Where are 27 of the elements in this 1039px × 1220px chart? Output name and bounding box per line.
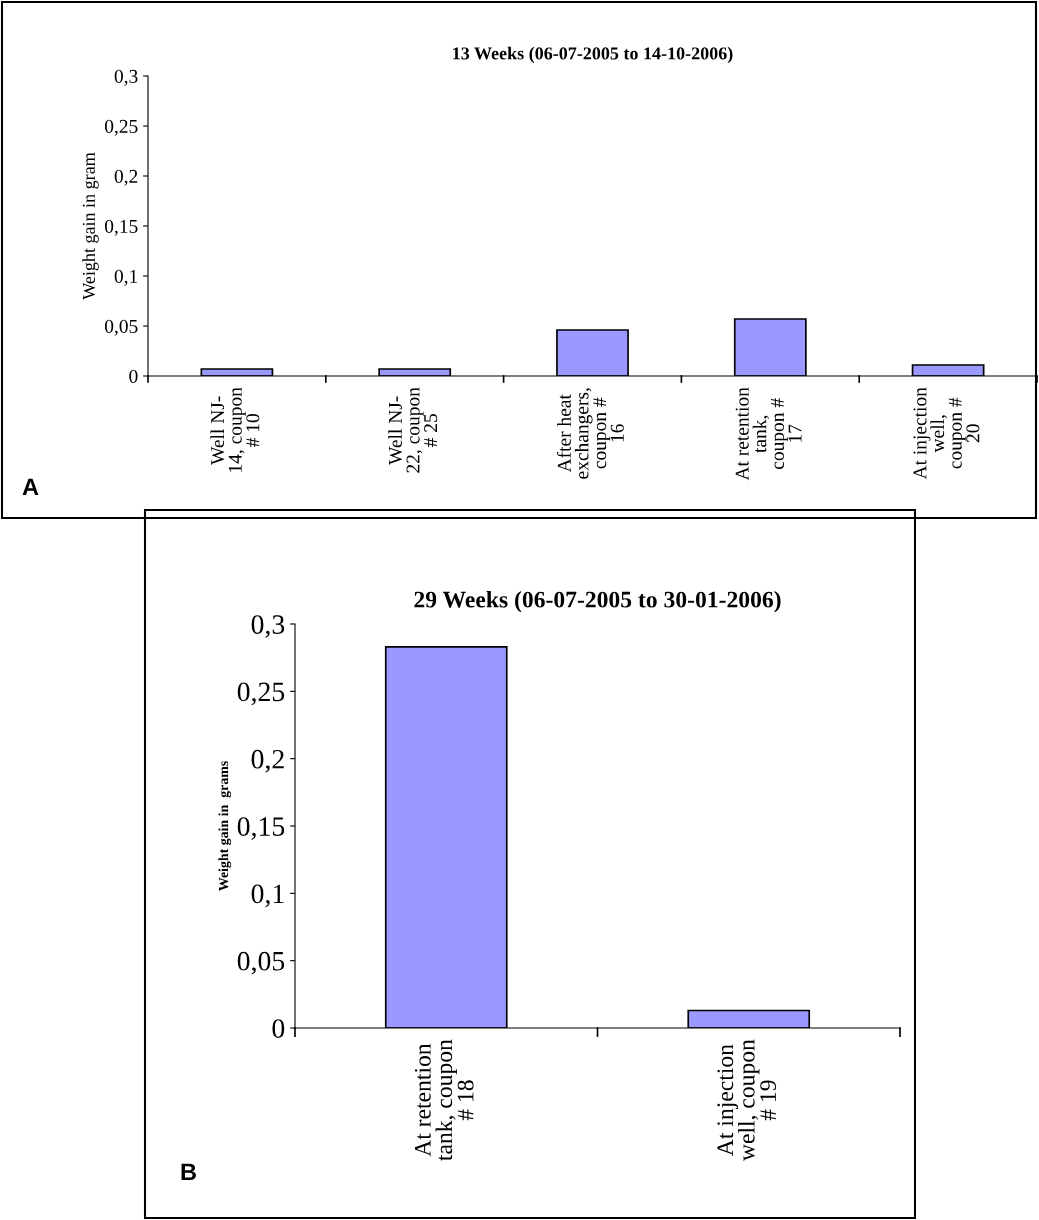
y-tick-label: 0,1	[114, 269, 138, 286]
y-tick-label: 0,25	[237, 682, 285, 706]
y-tick-label: 0,05	[104, 319, 138, 336]
y-tick-label: 0	[272, 1019, 285, 1038]
chart-title: 29 Weeks (06-07-2005 to 30-01-2006)	[414, 590, 781, 613]
x-tick-label: At injection well, coupon # 19	[717, 1039, 777, 1162]
y-tick-label: 0,15	[104, 219, 138, 236]
y-tick-label: 0,2	[251, 749, 284, 773]
chart-title: 13 Weeks (06-07-2005 to 14-10-2006)	[453, 46, 733, 64]
y-tick-label: 0	[129, 369, 138, 383]
y-tick-label: 0,25	[104, 119, 138, 136]
y-tick-label: 0,3	[114, 69, 138, 86]
x-tick-label: Well NJ- 14, coupon # 10	[210, 387, 260, 472]
y-axis-title: Weight gain in grams	[218, 761, 232, 892]
text: A	[22, 478, 39, 495]
text: B	[181, 1163, 196, 1180]
y-tick-label: 0,05	[237, 951, 285, 975]
y-tick-label: 0,15	[237, 817, 285, 840]
x-tick-label: At injection well, coupon # 20	[913, 387, 980, 480]
y-axis-title: Weight gain in gram	[82, 152, 99, 300]
y-tick-label: 0,1	[251, 884, 284, 908]
x-tick-label: At retention tank, coupon # 18	[414, 1039, 474, 1161]
x-tick-label: At retention tank, coupon # 17	[735, 387, 802, 481]
y-tick-label: 0,2	[114, 169, 138, 186]
x-tick-label: Well NJ- 22, coupon # 25	[388, 387, 438, 473]
y-tick-label: 0,3	[251, 615, 285, 638]
x-tick-label: After heat exchangers, coupon # 16	[557, 388, 624, 479]
